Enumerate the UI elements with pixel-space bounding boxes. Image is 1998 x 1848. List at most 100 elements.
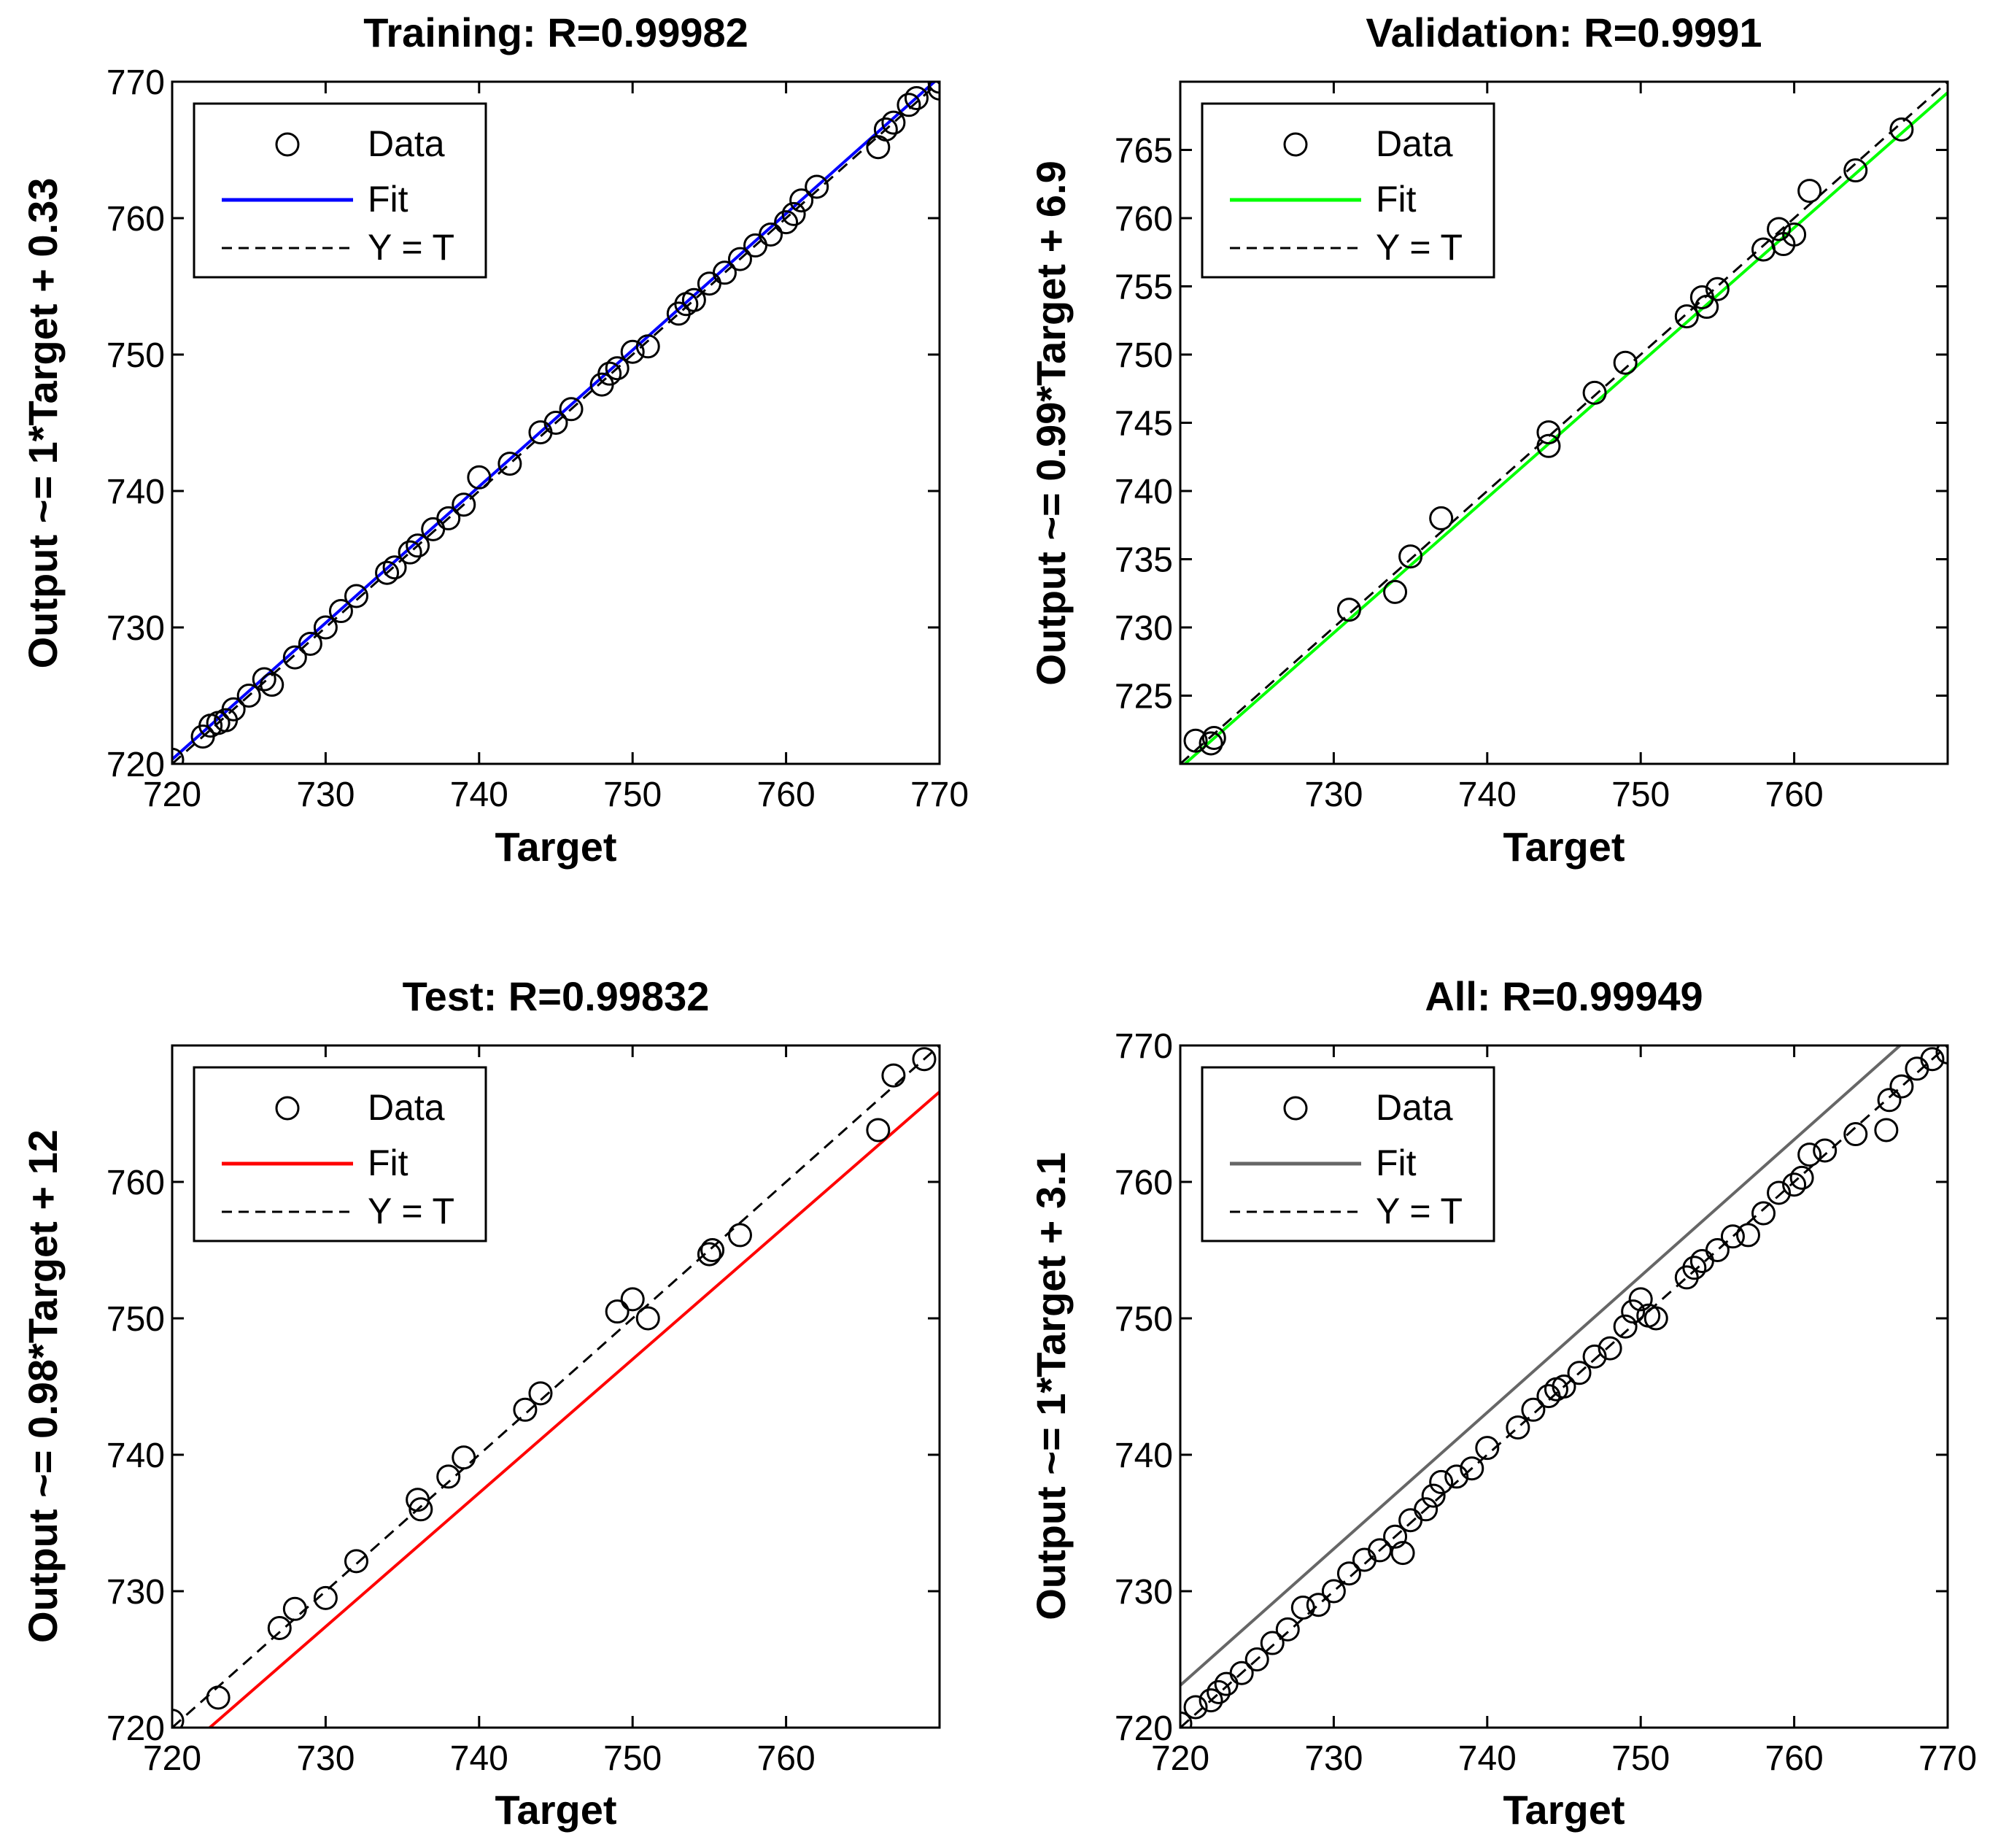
- y-tick-label: 720: [1115, 1709, 1173, 1748]
- y-tick-label: 745: [1115, 405, 1173, 444]
- data-point: [1813, 1138, 1838, 1163]
- data-point: [774, 210, 799, 235]
- plot-layer: [1180, 1045, 1948, 1728]
- y-axis-label: Output ~= 0.99*Target + 6.9: [1028, 161, 1074, 685]
- data-point: [927, 82, 940, 101]
- x-axis-label: Target: [495, 1787, 617, 1833]
- data-point: [528, 1381, 553, 1406]
- data-point: [866, 1118, 891, 1143]
- data-point: [1920, 1047, 1945, 1072]
- data-point: [543, 411, 568, 435]
- data-point: [1567, 1361, 1592, 1385]
- data-point: [1290, 1595, 1315, 1620]
- data-point: [1735, 1223, 1760, 1248]
- y-tick-label: 770: [1115, 1027, 1173, 1066]
- plot-layer: [1180, 82, 1948, 764]
- data-point: [1552, 1375, 1576, 1399]
- x-tick-label: 720: [143, 1739, 201, 1778]
- x-axis-label: Target: [495, 824, 617, 870]
- axes-frame: [171, 80, 941, 765]
- legend-identity-label: Y = T: [368, 1191, 454, 1232]
- data-point: [1843, 158, 1868, 183]
- y-tick-label: 760: [1115, 200, 1173, 239]
- data-point: [1598, 1336, 1622, 1361]
- data-point: [881, 1063, 906, 1088]
- data-point: [1789, 1165, 1814, 1190]
- data-point: [452, 1445, 476, 1470]
- legend-data-marker: [275, 1096, 300, 1121]
- data-point: [260, 673, 284, 697]
- data-point: [620, 339, 645, 364]
- chart-title: Training: R=0.99982: [363, 9, 748, 55]
- data-point: [1674, 304, 1699, 329]
- legend-data-marker: [1283, 1096, 1308, 1121]
- data-point: [1199, 1688, 1223, 1713]
- y-tick-label: 730: [1115, 609, 1173, 648]
- data-point: [904, 85, 929, 110]
- data-point: [436, 506, 461, 530]
- y-axis-label: Output ~= 1*Target + 3.1: [1028, 1152, 1074, 1620]
- y-tick-label: 750: [107, 336, 165, 375]
- data-point: [1321, 1579, 1346, 1604]
- legend-data-marker: [275, 132, 300, 157]
- chart-title: Validation: R=0.9991: [1366, 9, 1762, 55]
- data-point: [236, 684, 261, 708]
- data-point: [1705, 1238, 1730, 1262]
- data-point: [1429, 506, 1454, 530]
- data-point: [1843, 1122, 1868, 1147]
- data-point: [313, 1585, 338, 1610]
- x-axis-label: Target: [1503, 1787, 1625, 1833]
- x-tick-label: 730: [1304, 1739, 1363, 1778]
- y-tick-label: 740: [107, 473, 165, 511]
- legend-fit-label: Fit: [1376, 179, 1417, 220]
- data-point: [375, 560, 400, 585]
- x-tick-label: 750: [1611, 1739, 1670, 1778]
- data-point: [1398, 544, 1423, 569]
- data-point: [382, 555, 407, 580]
- data-point: [1390, 1541, 1415, 1566]
- data-point: [1720, 1224, 1745, 1249]
- data-point: [727, 247, 752, 271]
- legend-fit-label: Fit: [368, 179, 408, 220]
- data-point: [328, 599, 353, 624]
- panel-all: 720 730 740 750 760 770 720 730 740 750 760 770 Data…: [1028, 973, 1977, 1833]
- y-tick-label: 740: [107, 1437, 165, 1475]
- y-tick-label: 765: [1115, 132, 1173, 171]
- y-tick-label: 740: [1115, 473, 1173, 511]
- data-point: [881, 110, 906, 135]
- legend-data-label: Data: [1376, 1087, 1453, 1128]
- data-point: [1183, 728, 1208, 753]
- data-point: [1414, 1497, 1439, 1522]
- data-point: [1536, 420, 1561, 445]
- data-point: [1695, 295, 1719, 320]
- legend-data-label: Data: [368, 123, 445, 164]
- data-point: [1475, 1436, 1500, 1461]
- x-tick-label: 730: [1304, 776, 1363, 814]
- x-tick-label: 720: [143, 776, 201, 814]
- data-point: [1797, 1143, 1822, 1167]
- data-point: [1628, 1287, 1653, 1312]
- data-point: [1613, 1314, 1638, 1339]
- data-point: [1336, 598, 1361, 622]
- data-point: [267, 1615, 292, 1640]
- data-point: [252, 667, 276, 692]
- data-point: [1582, 380, 1607, 405]
- data-point: [1275, 1617, 1300, 1642]
- data-point: [1643, 1306, 1668, 1331]
- data-point: [805, 174, 829, 199]
- data-point: [635, 1306, 660, 1331]
- data-point: [497, 452, 522, 476]
- x-tick-label: 750: [1611, 776, 1670, 814]
- x-tick-label: 760: [757, 776, 816, 814]
- legend-identity-label: Y = T: [368, 227, 454, 268]
- y-tick-label: 730: [107, 609, 165, 648]
- panel-test: 720 730 740 750 760 720 730 740 750 760 Data Fit Y =…: [20, 973, 941, 1833]
- data-point: [635, 334, 660, 359]
- data-point: [452, 492, 476, 517]
- data-point: [605, 1299, 630, 1324]
- data-point: [408, 1497, 433, 1522]
- legend: Data Fit Y = T: [1201, 102, 1495, 279]
- x-tick-label: 770: [1918, 1739, 1977, 1778]
- x-axis-label: Target: [1503, 824, 1625, 870]
